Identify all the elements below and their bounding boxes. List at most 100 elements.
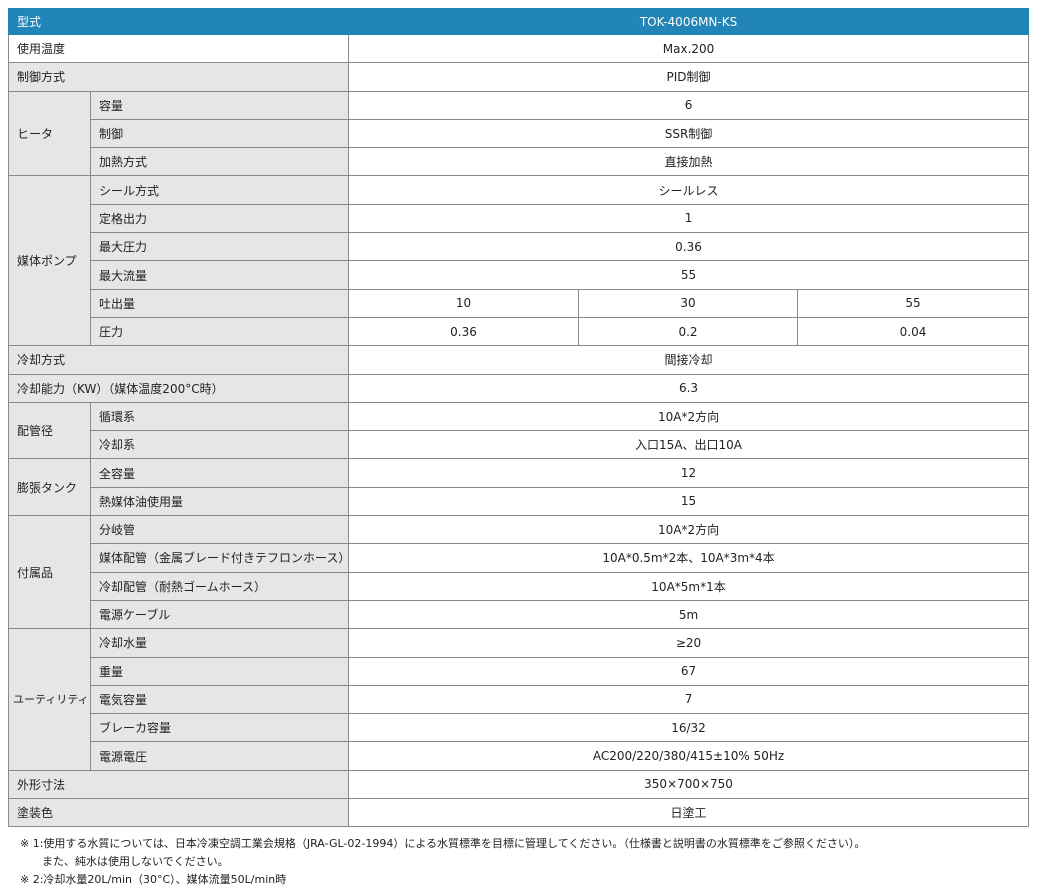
row-value: 10A*2方向: [348, 515, 1030, 545]
row-label: 吐出量: [89, 288, 350, 318]
row-value: 10A*2方向: [348, 401, 1030, 432]
group-label: ヒータ: [8, 90, 91, 177]
row-value: 6.3: [348, 373, 1030, 403]
row-value: AC200/220/380/415±10% 50Hz: [348, 741, 1030, 771]
header-row: 型式 TOK-4006MN-KS: [7, 8, 1030, 35]
table-row: 配管径 循環系 10A*2方向: [8, 401, 1030, 460]
group-label: 配管径: [8, 401, 91, 460]
row-value: PID制御: [348, 62, 1030, 92]
table-row: 電源電圧 AC200/220/380/415±10% 50Hz: [9, 741, 1030, 771]
table-row: 塗装色 日塗工: [7, 798, 1030, 828]
row-label: 冷却配管（耐熱ゴームホース）: [89, 571, 350, 601]
row-value: SSR制御: [348, 118, 1030, 149]
row-label: ブレーカ容量: [89, 713, 350, 743]
row-label: 循環系: [89, 401, 350, 432]
table-row: 吐出量 10 30 55: [9, 288, 1030, 318]
cell: 0.2: [578, 316, 799, 347]
group-label: 膨張タンク: [8, 458, 91, 517]
row-value: 15: [348, 486, 1030, 517]
row-label: 制御: [89, 118, 350, 149]
row-value: 10A*5m*1本: [348, 571, 1030, 601]
row-value: 6: [348, 90, 1030, 120]
table-row: 外形寸法 350×700×750: [7, 769, 1030, 800]
row-label: シール方式: [89, 175, 350, 205]
row-label: 定格出力: [89, 203, 350, 234]
table-row: 重量 67: [9, 656, 1030, 686]
table-row: 圧力 0.36 0.2 0.04: [9, 316, 1030, 347]
table-row: ブレーカ容量 16/32: [9, 713, 1030, 743]
row-value: 5m: [348, 599, 1030, 630]
table-row: 熱媒体油使用量 15: [9, 486, 1030, 517]
row-value: 入口15A、出口10A: [348, 430, 1030, 460]
row-label: 冷却方式: [7, 345, 350, 375]
table-row: 冷却系 入口15A、出口10A: [9, 430, 1030, 460]
row-value: 直接加熱: [348, 147, 1030, 177]
row-value: 0.36: [348, 232, 1030, 262]
table-row: 媒体配管（金属ブレード付きテフロンホース） 10A*0.5m*2本、10A*3m*…: [9, 543, 1030, 573]
row-value: 7: [348, 684, 1030, 715]
note-2: ※ 2:冷却水量20L/min（30°C）、媒体流量50L/min時: [20, 873, 287, 886]
row-label: 最大流量: [89, 260, 350, 290]
row-label: 冷却系: [89, 430, 350, 460]
table-row: 膨張タンク 全容量 12: [8, 458, 1030, 517]
group-label: 媒体ポンプ: [8, 175, 91, 347]
table-row: 媒体ポンプ シール方式 シールレス: [8, 175, 1030, 347]
row-value: 間接冷却: [348, 345, 1030, 375]
row-label: 塗装色: [7, 798, 350, 828]
table-row: 加熱方式 直接加熱: [9, 147, 1030, 177]
row-value: 350×700×750: [348, 769, 1030, 800]
table-row: 使用温度 Max.200: [7, 33, 1030, 64]
cell: 10: [348, 288, 580, 318]
row-label: 容量: [89, 90, 350, 120]
table-row: ユーティリティ 冷却水量 ≥20: [8, 628, 1030, 771]
cell: 0.36: [348, 316, 580, 347]
row-label: 使用温度: [7, 33, 350, 64]
table-row: 冷却方式 間接冷却: [7, 345, 1030, 375]
row-label: 媒体配管（金属ブレード付きテフロンホース）: [89, 543, 350, 573]
row-value: Max.200: [348, 33, 1030, 64]
group-label: 付属品: [8, 515, 91, 630]
table-row: 電源ケーブル 5m: [9, 599, 1030, 630]
table-row: ヒータ 容量 6: [8, 90, 1030, 177]
row-value: シールレス: [348, 175, 1030, 205]
table-row: 冷却能力（KW）（媒体温度200°C時） 6.3: [7, 373, 1030, 403]
header-label: 型式: [7, 8, 350, 35]
row-label: 加熱方式: [89, 147, 350, 177]
cell: 30: [578, 288, 799, 318]
row-label: 冷却能力（KW）（媒体温度200°C時）: [7, 373, 350, 403]
row-value: ≥20: [348, 628, 1030, 658]
row-value: 12: [348, 458, 1030, 488]
row-value: 67: [348, 656, 1030, 686]
row-label: 分岐管: [89, 515, 350, 545]
table-row: 制御 SSR制御: [9, 118, 1030, 149]
row-value: 10A*0.5m*2本、10A*3m*4本: [348, 543, 1030, 573]
footnotes: ※ 1:使用する水質については、日本冷凍空調工業会規格（JRA-GL-02-19…: [20, 835, 865, 889]
row-label: 外形寸法: [7, 769, 350, 800]
row-value: 1: [348, 203, 1030, 234]
row-label: 熱媒体油使用量: [89, 486, 350, 517]
spec-table: 型式 TOK-4006MN-KS 使用温度 Max.200 制御方式 PID制御 ヒー…: [7, 8, 1030, 828]
table-row: 電気容量 7: [9, 684, 1030, 715]
row-label: 電源電圧: [89, 741, 350, 771]
note-1: ※ 1:使用する水質については、日本冷凍空調工業会規格（JRA-GL-02-19…: [20, 837, 866, 850]
row-label: 電気容量: [89, 684, 350, 715]
note-1-cont: また、純水は使用しないでください。: [42, 855, 229, 868]
table-row: 最大圧力 0.36: [9, 232, 1030, 262]
row-label: 重量: [89, 656, 350, 686]
cell: 0.04: [797, 316, 1030, 347]
row-label: 圧力: [89, 316, 350, 347]
row-label: 冷却水量: [89, 628, 350, 658]
row-label: 電源ケーブル: [89, 599, 350, 630]
row-value: 日塗工: [348, 798, 1030, 828]
group-label: ユーティリティ: [8, 628, 91, 771]
table-row: 定格出力 1: [9, 203, 1030, 234]
table-row: 最大流量 55: [9, 260, 1030, 290]
table-row: 冷却配管（耐熱ゴームホース） 10A*5m*1本: [9, 571, 1030, 601]
model-name: TOK-4006MN-KS: [348, 8, 1030, 35]
row-value: 16/32: [348, 713, 1030, 743]
cell: 55: [797, 288, 1030, 318]
row-label: 制御方式: [7, 62, 350, 92]
table-row: 制御方式 PID制御: [7, 62, 1030, 92]
row-label: 全容量: [89, 458, 350, 488]
row-value: 55: [348, 260, 1030, 290]
